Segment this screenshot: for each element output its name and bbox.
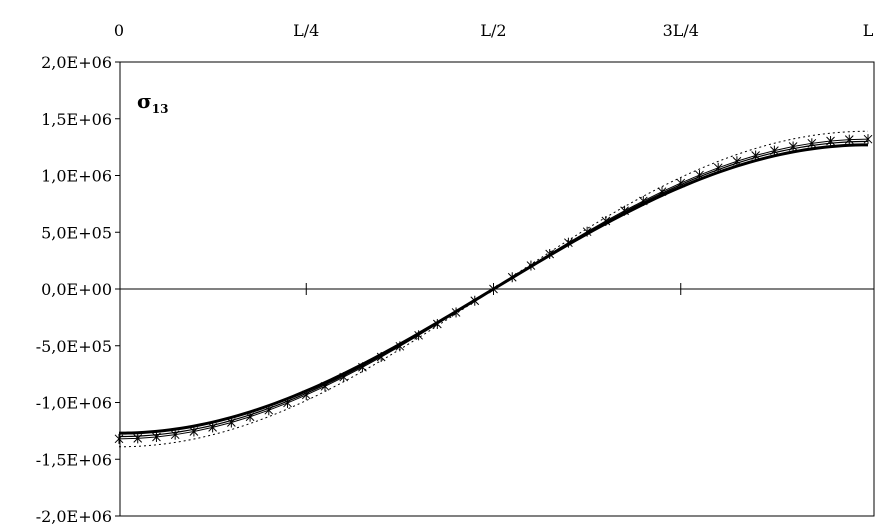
y-tick-label: -1,5E+06 <box>36 450 112 469</box>
series-star-marker <box>564 237 573 248</box>
y-tick-label: 0,0E+00 <box>41 280 112 299</box>
series-star-marker <box>695 170 704 181</box>
series-star-marker <box>770 145 779 156</box>
y-tick-label: -5,0E+05 <box>36 337 112 356</box>
series-star-marker <box>283 397 292 408</box>
series-star-marker <box>713 162 723 173</box>
series-star-marker <box>189 426 199 437</box>
series-star-marker <box>320 381 330 392</box>
series-star-marker <box>507 272 517 283</box>
series-star-marker <box>301 389 311 400</box>
series-star-marker <box>844 134 854 145</box>
chart-label-subscript: 13 <box>152 102 169 116</box>
y-tick-label: 1,0E+06 <box>41 167 112 186</box>
x-tick-label: L/4 <box>293 21 319 40</box>
x-tick-label: 0 <box>114 21 124 40</box>
series-star-marker <box>788 141 798 152</box>
series-star-marker <box>264 405 274 416</box>
y-tick-label: 2,0E+06 <box>41 53 112 72</box>
series-star-marker <box>432 318 442 329</box>
x-tick-label: L <box>863 21 874 40</box>
x-tick-label: L/2 <box>480 21 506 40</box>
series-star-marker <box>732 156 742 167</box>
chart-label: σ13 <box>137 89 168 116</box>
y-tick-label: 1,5E+06 <box>41 110 112 129</box>
series-star-marker <box>676 178 686 189</box>
series-star-marker <box>170 429 180 440</box>
series-star-marker <box>451 307 461 318</box>
series-star-marker <box>657 186 667 197</box>
series-star-marker <box>620 205 629 216</box>
series-star-marker <box>807 138 817 149</box>
series-star-marker <box>376 352 386 363</box>
y-tick-label: 5,0E+05 <box>41 223 112 242</box>
series-star-marker <box>826 136 835 147</box>
series-star-marker <box>133 433 143 444</box>
y-tick-label: -1,0E+06 <box>36 394 112 413</box>
series-star-marker <box>489 284 498 294</box>
series-star-marker <box>245 411 255 422</box>
y-tick-label: -2,0E+06 <box>36 507 112 526</box>
series-star-marker <box>114 433 124 444</box>
chart-label-sigma: σ <box>137 89 152 113</box>
series-star-marker <box>582 226 592 237</box>
series-star-marker <box>339 372 349 383</box>
series-star-marker <box>863 134 873 145</box>
series-star-marker <box>414 330 423 341</box>
series-star-marker <box>545 249 555 260</box>
series-star-marker <box>152 431 161 442</box>
series-star-marker <box>208 422 217 433</box>
series-star-marker <box>226 417 236 428</box>
x-tick-label: 3L/4 <box>663 21 699 40</box>
series-star-marker <box>751 150 761 161</box>
